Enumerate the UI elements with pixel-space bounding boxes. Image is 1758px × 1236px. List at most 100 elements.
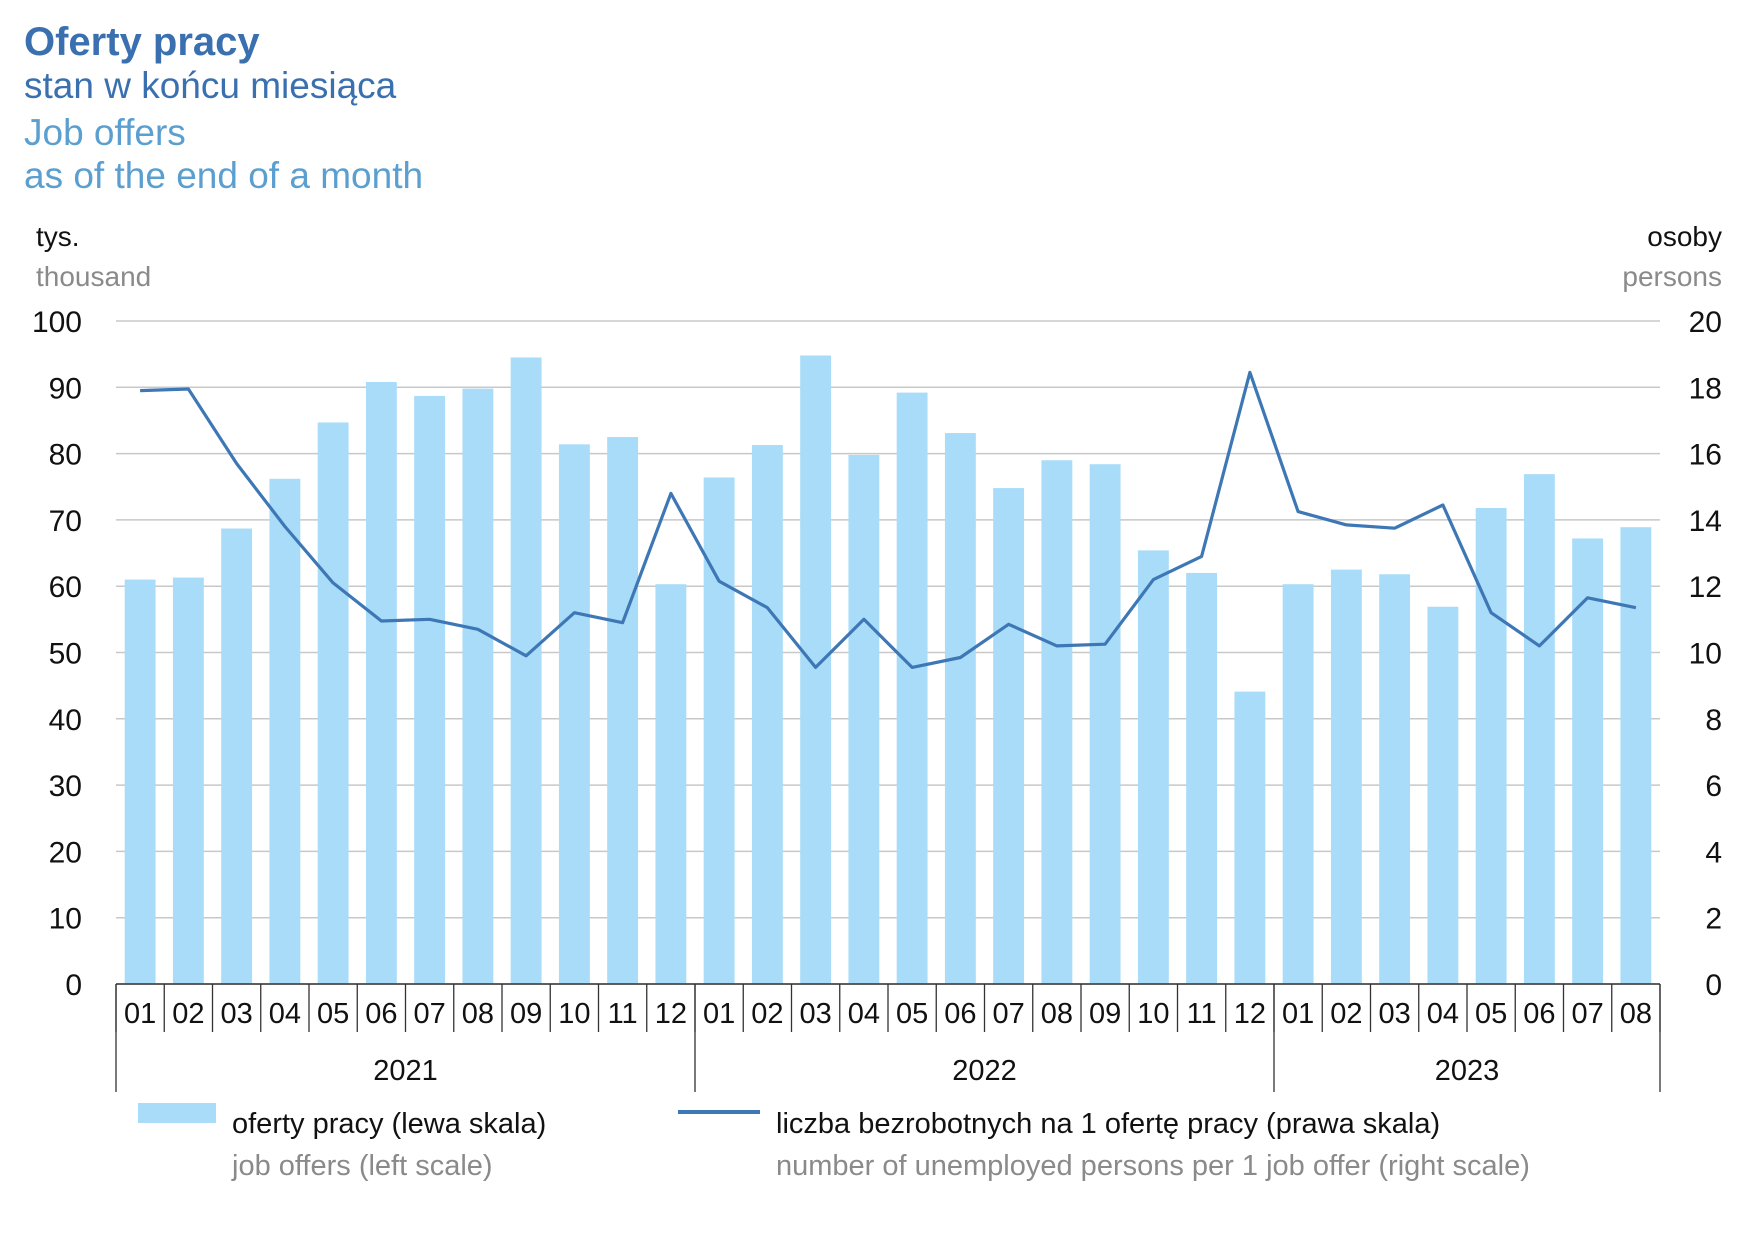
left-tick-label: 80	[49, 439, 82, 472]
line-series-path	[140, 370, 1637, 670]
year-label: 2023	[1435, 1055, 1500, 1087]
left-tick-label: 90	[49, 372, 82, 405]
x-tick-label: 07	[992, 998, 1024, 1030]
year-label: 2022	[952, 1055, 1017, 1087]
x-axis: 01 02 03 04 05 06 07 08 09 10 11 12 01 02 03 04 05 06 07 08…	[115, 983, 1661, 1092]
x-tick-label: 06	[365, 998, 397, 1030]
x-tick-label: 04	[1427, 998, 1459, 1030]
bar	[655, 584, 687, 984]
bar	[365, 381, 397, 985]
x-tick-label: 03	[799, 998, 831, 1030]
left-tick-label: 60	[49, 571, 82, 604]
x-tick-label: 03	[220, 998, 252, 1030]
x-tick-label: 08	[1620, 998, 1652, 1030]
bar	[1041, 460, 1073, 985]
left-axis-unit-pl: tys.	[36, 221, 80, 252]
bar	[848, 454, 880, 984]
bar	[1186, 572, 1218, 984]
left-tick-label: 20	[49, 836, 82, 869]
x-tick-label: 07	[1571, 998, 1603, 1030]
x-tick-label: 04	[269, 998, 301, 1030]
bar	[221, 528, 253, 984]
x-tick-label: 02	[1330, 998, 1362, 1030]
bar	[1234, 691, 1266, 984]
bar	[1523, 474, 1555, 984]
bar	[1572, 538, 1604, 984]
bar	[1475, 507, 1507, 984]
bar	[414, 395, 446, 984]
x-tick-label: 10	[1137, 998, 1169, 1030]
right-axis-ticks: 0 2 4 6 8 10 12 14 16 18 20	[1689, 306, 1722, 1002]
bar	[607, 437, 639, 984]
bar	[1620, 527, 1652, 984]
left-tick-label: 0	[65, 969, 82, 1002]
bar	[993, 488, 1025, 984]
bar	[172, 577, 204, 984]
x-tick-label: 12	[1234, 998, 1266, 1030]
legend-bars-label-pl: oferty pracy (lewa skala)	[232, 1108, 546, 1140]
bar	[317, 422, 349, 985]
legend: oferty pracy (lewa skala) job offers (le…	[138, 1103, 1530, 1182]
bar	[751, 444, 783, 985]
bar	[1330, 569, 1362, 984]
chart-subtitle-pl: stan w końcu miesiąca	[24, 65, 397, 106]
x-tick-label: 09	[1089, 998, 1121, 1030]
x-tick-label: 01	[1282, 998, 1314, 1030]
bar	[1282, 584, 1314, 984]
x-tick-label: 04	[848, 998, 880, 1030]
left-tick-label: 50	[49, 638, 82, 671]
legend-bars-label-en: job offers (left scale)	[231, 1150, 493, 1182]
legend-line-label-en: number of unemployed persons per 1 job o…	[776, 1150, 1530, 1182]
legend-bar-swatch	[138, 1103, 216, 1123]
right-tick-label: 18	[1689, 372, 1722, 405]
x-tick-label: 12	[655, 998, 687, 1030]
x-tick-label: 08	[1041, 998, 1073, 1030]
bar	[1427, 606, 1459, 984]
bar	[1089, 464, 1121, 984]
left-tick-label: 40	[49, 704, 82, 737]
bar	[269, 478, 301, 984]
bar	[124, 579, 156, 984]
x-tick-label: 05	[317, 998, 349, 1030]
left-tick-label: 100	[32, 306, 82, 339]
x-tick-label: 11	[608, 998, 638, 1030]
x-tick-label: 09	[510, 998, 542, 1030]
left-axis-ticks: 0 10 20 30 40 50 60 70 80 90 100	[32, 306, 82, 1002]
right-tick-label: 16	[1689, 439, 1722, 472]
right-tick-label: 8	[1705, 704, 1722, 737]
x-tick-label: 05	[1475, 998, 1507, 1030]
right-tick-label: 14	[1689, 505, 1722, 538]
bar	[510, 357, 542, 985]
bar	[1379, 574, 1411, 984]
year-label: 2021	[373, 1055, 438, 1087]
bar	[1137, 550, 1169, 984]
x-tick-label: 01	[124, 998, 156, 1030]
bar	[944, 433, 976, 984]
x-tick-label: 05	[896, 998, 928, 1030]
bar	[462, 388, 494, 985]
bar	[800, 355, 832, 984]
x-tick-label: 10	[558, 998, 590, 1030]
bar	[558, 444, 590, 984]
chart-title: Oferty pracy	[24, 20, 260, 64]
right-axis-unit-pl: osoby	[1647, 221, 1722, 252]
x-tick-label: 02	[172, 998, 204, 1030]
chart-subtitle-en: as of the end of a month	[24, 155, 423, 196]
right-tick-label: 10	[1689, 638, 1722, 671]
left-tick-label: 70	[49, 505, 82, 538]
x-tick-label: 11	[1187, 998, 1217, 1030]
x-tick-label: 06	[1523, 998, 1555, 1030]
x-tick-label: 02	[751, 998, 783, 1030]
bar-series	[124, 355, 1652, 985]
left-tick-label: 30	[49, 770, 82, 803]
bar	[896, 392, 928, 984]
x-tick-label: 08	[462, 998, 494, 1030]
right-tick-label: 20	[1689, 306, 1722, 339]
x-tick-label: 03	[1378, 998, 1410, 1030]
legend-line-label-pl: liczba bezrobotnych na 1 ofertę pracy (p…	[776, 1108, 1440, 1140]
left-axis-unit-en: thousand	[36, 261, 151, 292]
right-tick-label: 2	[1705, 903, 1722, 936]
right-axis-unit-en: persons	[1622, 261, 1722, 292]
right-tick-label: 4	[1705, 836, 1722, 869]
